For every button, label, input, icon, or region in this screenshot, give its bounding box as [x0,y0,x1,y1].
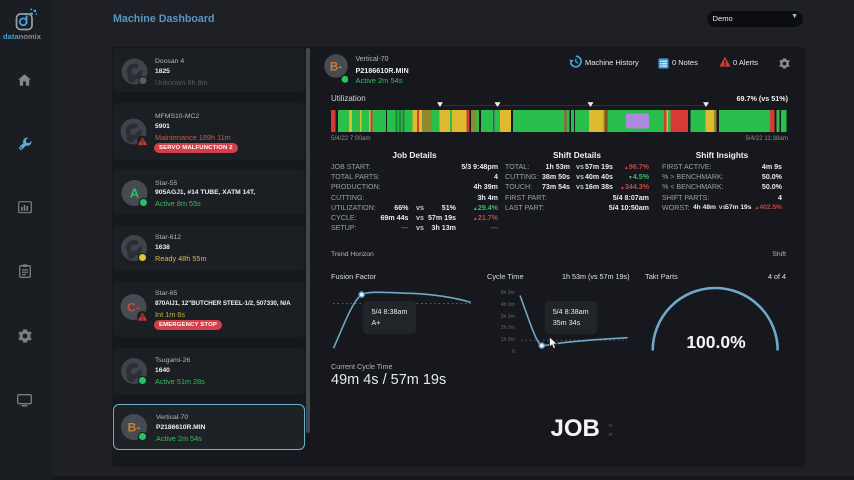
svg-text:B-: B- [128,421,141,435]
svg-text:B-: B- [329,62,341,74]
svg-text:C-: C- [127,301,140,315]
svg-text:A: A [130,186,140,201]
